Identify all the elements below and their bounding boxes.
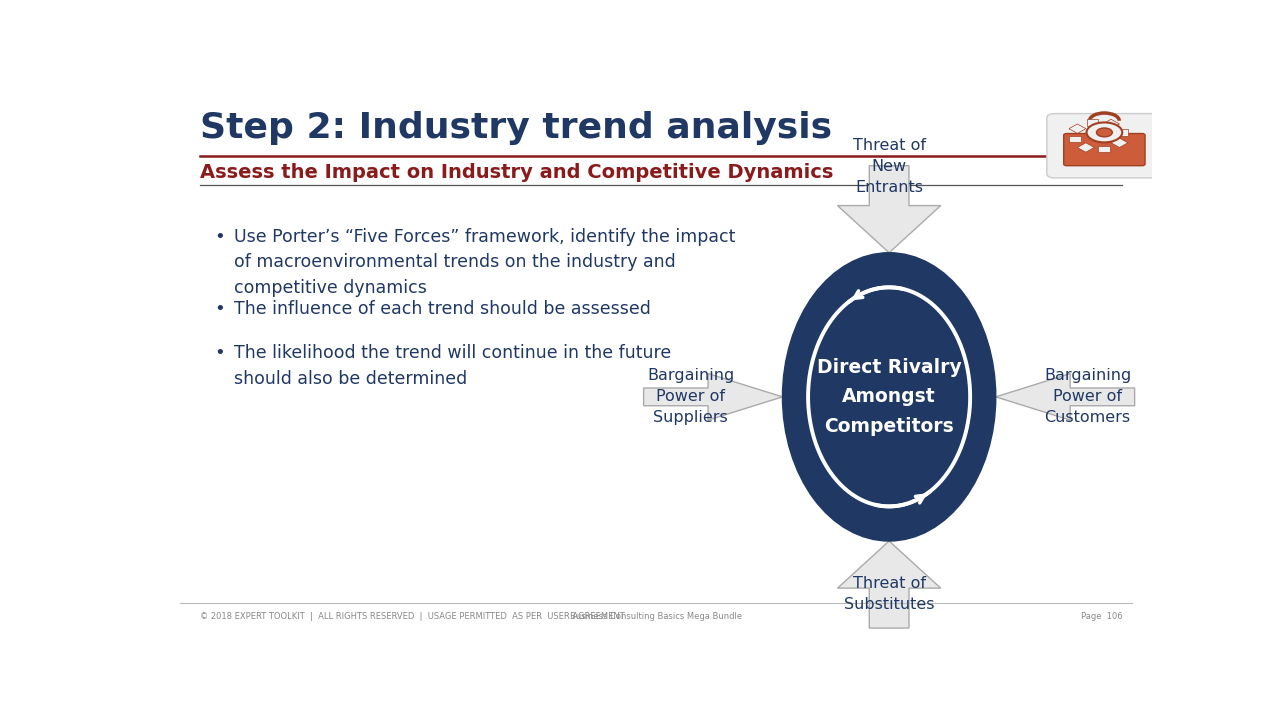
Text: •: •: [215, 228, 225, 246]
Circle shape: [1097, 128, 1112, 137]
Bar: [1102, 120, 1120, 129]
Text: Business Consulting Basics Mega Bundle: Business Consulting Basics Mega Bundle: [570, 612, 742, 621]
Text: Threat of
Substitutes: Threat of Substitutes: [844, 576, 934, 612]
FancyBboxPatch shape: [1064, 133, 1146, 166]
Text: Bargaining
Power of
Suppliers: Bargaining Power of Suppliers: [648, 369, 735, 426]
Bar: [1069, 124, 1085, 133]
Text: © 2018 EXPERT TOOLKIT  |  ALL RIGHTS RESERVED  |  USAGE PERMITTED  AS PER  USER : © 2018 EXPERT TOOLKIT | ALL RIGHTS RESER…: [200, 612, 625, 621]
Bar: [1078, 143, 1094, 152]
Bar: [1116, 129, 1128, 136]
Text: Page  106: Page 106: [1080, 612, 1123, 621]
Text: Assess the Impact on Industry and Competitive Dynamics: Assess the Impact on Industry and Compet…: [200, 163, 833, 182]
Text: Use Porter’s “Five Forces” framework, identify the impact
of macroenvironmental : Use Porter’s “Five Forces” framework, id…: [234, 228, 736, 297]
Bar: [1087, 119, 1098, 126]
Text: Bargaining
Power of
Customers: Bargaining Power of Customers: [1044, 369, 1132, 426]
Text: Threat of
New
Entrants: Threat of New Entrants: [852, 138, 925, 195]
Text: Step 2: Industry trend analysis: Step 2: Industry trend analysis: [200, 112, 832, 145]
Text: •: •: [215, 344, 225, 362]
Polygon shape: [837, 541, 941, 628]
Bar: [1111, 138, 1128, 148]
Text: •: •: [215, 300, 225, 318]
Text: The likelihood the trend will continue in the future
should also be determined: The likelihood the trend will continue i…: [234, 344, 672, 388]
Ellipse shape: [782, 253, 996, 541]
FancyBboxPatch shape: [1047, 114, 1162, 178]
Bar: [1098, 145, 1110, 153]
Polygon shape: [644, 374, 782, 420]
Polygon shape: [996, 374, 1134, 420]
Text: The influence of each trend should be assessed: The influence of each trend should be as…: [234, 300, 652, 318]
Text: Direct Rivalry
Amongst
Competitors: Direct Rivalry Amongst Competitors: [817, 358, 961, 436]
Circle shape: [1087, 122, 1123, 143]
Polygon shape: [837, 166, 941, 253]
Bar: [1069, 136, 1080, 143]
